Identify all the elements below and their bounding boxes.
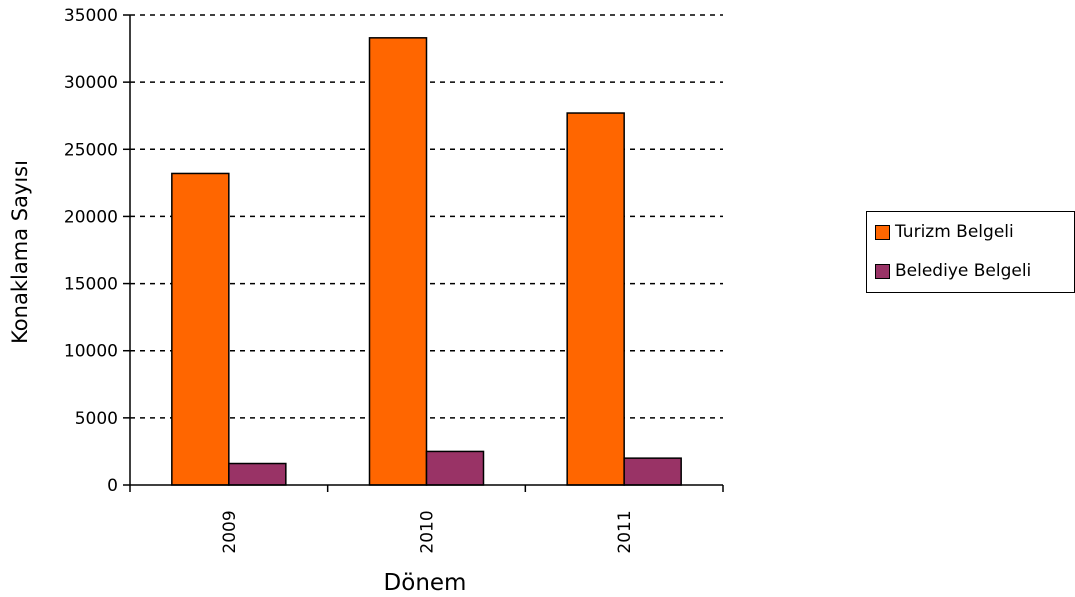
legend-item-belediye-belgeli: Belediye Belgeli: [875, 260, 1031, 282]
y-tick-label-20000: 20000: [64, 207, 118, 227]
legend-label-turizm-belgeli: Turizm Belgeli: [895, 222, 1014, 242]
x-tick-label-2009: 2009: [220, 510, 240, 553]
x-tick-label-2010: 2010: [418, 510, 438, 553]
bar-turizm-belgeli-2010: [368, 37, 428, 486]
legend-swatch-belediye-belgeli: [875, 263, 890, 279]
y-tick-label-25000: 25000: [64, 140, 118, 160]
y-tick-label-5000: 5000: [75, 409, 118, 429]
y-tick-label-35000: 35000: [64, 6, 118, 26]
x-tick-labels: 2009 2010 2011: [220, 510, 635, 553]
y-tick-labels: 0 5000 10000 15000 20000 25000 30000 35000: [64, 6, 118, 496]
bar-turizm-belgeli-2009: [171, 172, 230, 486]
x-tick-label-2011: 2011: [615, 510, 635, 553]
bar-belediye-belgeli-2010: [425, 450, 485, 486]
legend-swatch-turizm-belgeli: [875, 224, 890, 240]
x-axis-label: Dönem: [384, 570, 467, 596]
legend-item-turizm-belgeli: Turizm Belgeli: [875, 221, 1014, 243]
bar-belediye-belgeli-2011: [623, 457, 682, 486]
bars-group: [171, 37, 682, 486]
y-axis-label: Konaklama Sayısı: [8, 160, 32, 344]
y-tick-label-15000: 15000: [64, 275, 118, 295]
y-tick-label-10000: 10000: [64, 342, 118, 362]
legend: Turizm Belgeli Belediye Belgeli: [866, 211, 1075, 293]
bar-belediye-belgeli-2009: [228, 462, 287, 486]
y-tick-label-0: 0: [107, 476, 118, 496]
legend-label-belediye-belgeli: Belediye Belgeli: [895, 261, 1032, 281]
bar-turizm-belgeli-2011: [566, 112, 625, 486]
y-tick-label-30000: 30000: [64, 73, 118, 93]
axes-group: [123, 14, 724, 492]
